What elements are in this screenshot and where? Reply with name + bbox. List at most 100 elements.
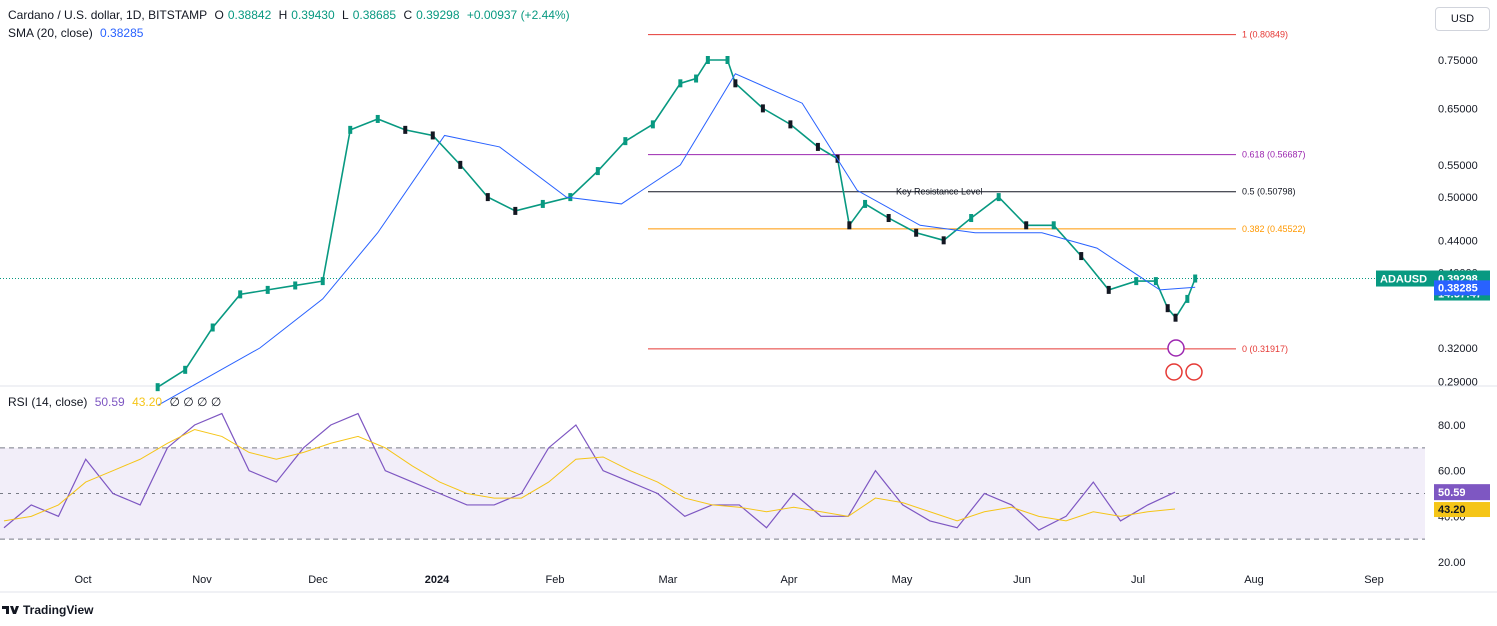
price-candle [914,228,919,237]
price-axis-tick: 0.44000 [1438,235,1478,247]
price-candle [996,193,1001,202]
open-value: 0.38842 [227,8,272,22]
price-candle [293,281,298,290]
close-value: 0.39298 [416,8,460,22]
tradingview-logo[interactable]: TradingView [2,603,93,617]
price-candle [430,131,435,140]
tradingview-logo-icon [2,606,19,614]
time-axis-tick: Mar [659,574,678,586]
high-label: H [278,8,288,22]
price-axis-tick: 0.32000 [1438,343,1478,355]
rsi-ma-value-tag: 43.20 [1438,504,1466,516]
us-flag-event-icon [1165,363,1183,381]
price-candle [485,193,490,202]
price-candle [403,125,408,134]
price-candle [348,125,353,134]
rsi-tag-bg [1434,484,1490,501]
price-candle [1173,313,1178,322]
price-candle [1024,221,1029,230]
price-axis-tick: 0.65000 [1438,103,1478,115]
price-candle [847,221,852,230]
price-candle [595,167,600,176]
sma-tag-bg [1434,280,1490,296]
fib-level-label: 0 (0.31917) [1242,344,1288,354]
price-candle [788,120,793,129]
price-candle [265,285,270,294]
price-candle [815,142,820,151]
branding-label: TradingView [23,603,94,617]
price-axis-tick: 0.75000 [1438,55,1478,67]
price-candle [1153,277,1158,286]
rsi-legend: RSI (14, close) 50.59 43.20 ∅ ∅ ∅ ∅ [8,395,225,409]
price-candle [238,290,243,299]
sma-label: SMA (20, close) [8,26,93,40]
price-candle [1193,274,1198,283]
open-label: O [214,8,224,22]
price-candle [760,104,765,113]
rsi-value: 50.59 [94,395,125,409]
price-candle [694,74,699,83]
price-axis-tick: 0.55000 [1438,160,1478,172]
rsi-value-tag: 50.59 [1438,487,1466,499]
rsi-ma-value: 43.20 [132,395,163,409]
time-axis-tick: Jul [1131,574,1145,586]
price-candle [678,79,683,88]
rsi-ma-line [3,429,1176,522]
rsi-label: RSI (14, close) [8,395,88,409]
price-candle [650,120,655,129]
time-axis-tick: Sep [1364,574,1384,586]
time-axis-tick: Aug [1244,574,1264,586]
symbol-title: Cardano / U.S. dollar, 1D, BITSTAMP [8,8,208,22]
price-candle [320,277,325,286]
price-candle [623,137,628,146]
sma-value: 0.38285 [100,26,144,40]
price-candle [863,199,868,208]
time-axis-tick: 2024 [425,574,450,586]
us-flag-event-icon [1185,363,1203,381]
time-axis-tick: Feb [546,574,565,586]
price-candle [733,79,738,88]
symbol-price-tag: ADAUSD [1380,274,1427,286]
price-candle [458,160,463,169]
price-candle [941,236,946,245]
rsi-axis-tick: 20.00 [1438,557,1466,569]
key-resistance-annotation: Key Resistance Level [896,187,983,197]
time-axis-tick: Nov [192,574,212,586]
rsi-axis-tick: 60.00 [1438,466,1466,478]
sma-line [157,73,1196,406]
price-candle [1051,221,1056,230]
price-axis-tick: 0.29000 [1438,376,1478,388]
price-candle [513,206,518,215]
change-value: +0.00937 (+2.44%) [466,8,570,22]
price-candle [1079,252,1084,261]
rsi-axis-tick: 80.00 [1438,420,1466,432]
price-candle [375,114,380,123]
fib-level-label: 0.618 (0.56687) [1242,150,1306,160]
sma-legend: SMA (20, close) 0.38285 [8,26,147,40]
sma-price-tag: 0.38285 [1438,282,1478,294]
time-axis-tick: Dec [308,574,328,586]
symbol-legend: Cardano / U.S. dollar, 1D, BITSTAMP O 0.3… [8,8,574,22]
time-axis-tick: Oct [74,574,91,586]
time-axis-tick: May [892,574,913,586]
fib-level-label: 1 (0.80849) [1242,30,1288,40]
price-candle [1165,304,1170,313]
time-axis-tick: Apr [780,574,797,586]
price-candle [725,56,730,64]
high-value: 0.39430 [291,8,335,22]
price-candle [210,323,215,332]
lightning-event-icon [1167,339,1185,357]
price-candle [155,383,160,392]
currency-button[interactable]: USD [1435,7,1490,31]
price-candle [183,365,188,374]
price-candle [1185,294,1190,303]
price-candle [1106,285,1111,294]
rsi-ma-tag-bg [1434,502,1490,518]
price-candle [886,214,891,223]
price-candle [1134,277,1139,286]
fib-level-label: 0.5 (0.50798) [1242,187,1296,197]
price-axis-tick: 0.50000 [1438,192,1478,204]
rsi-line [3,412,1176,531]
time-axis-tick: Jun [1013,574,1031,586]
